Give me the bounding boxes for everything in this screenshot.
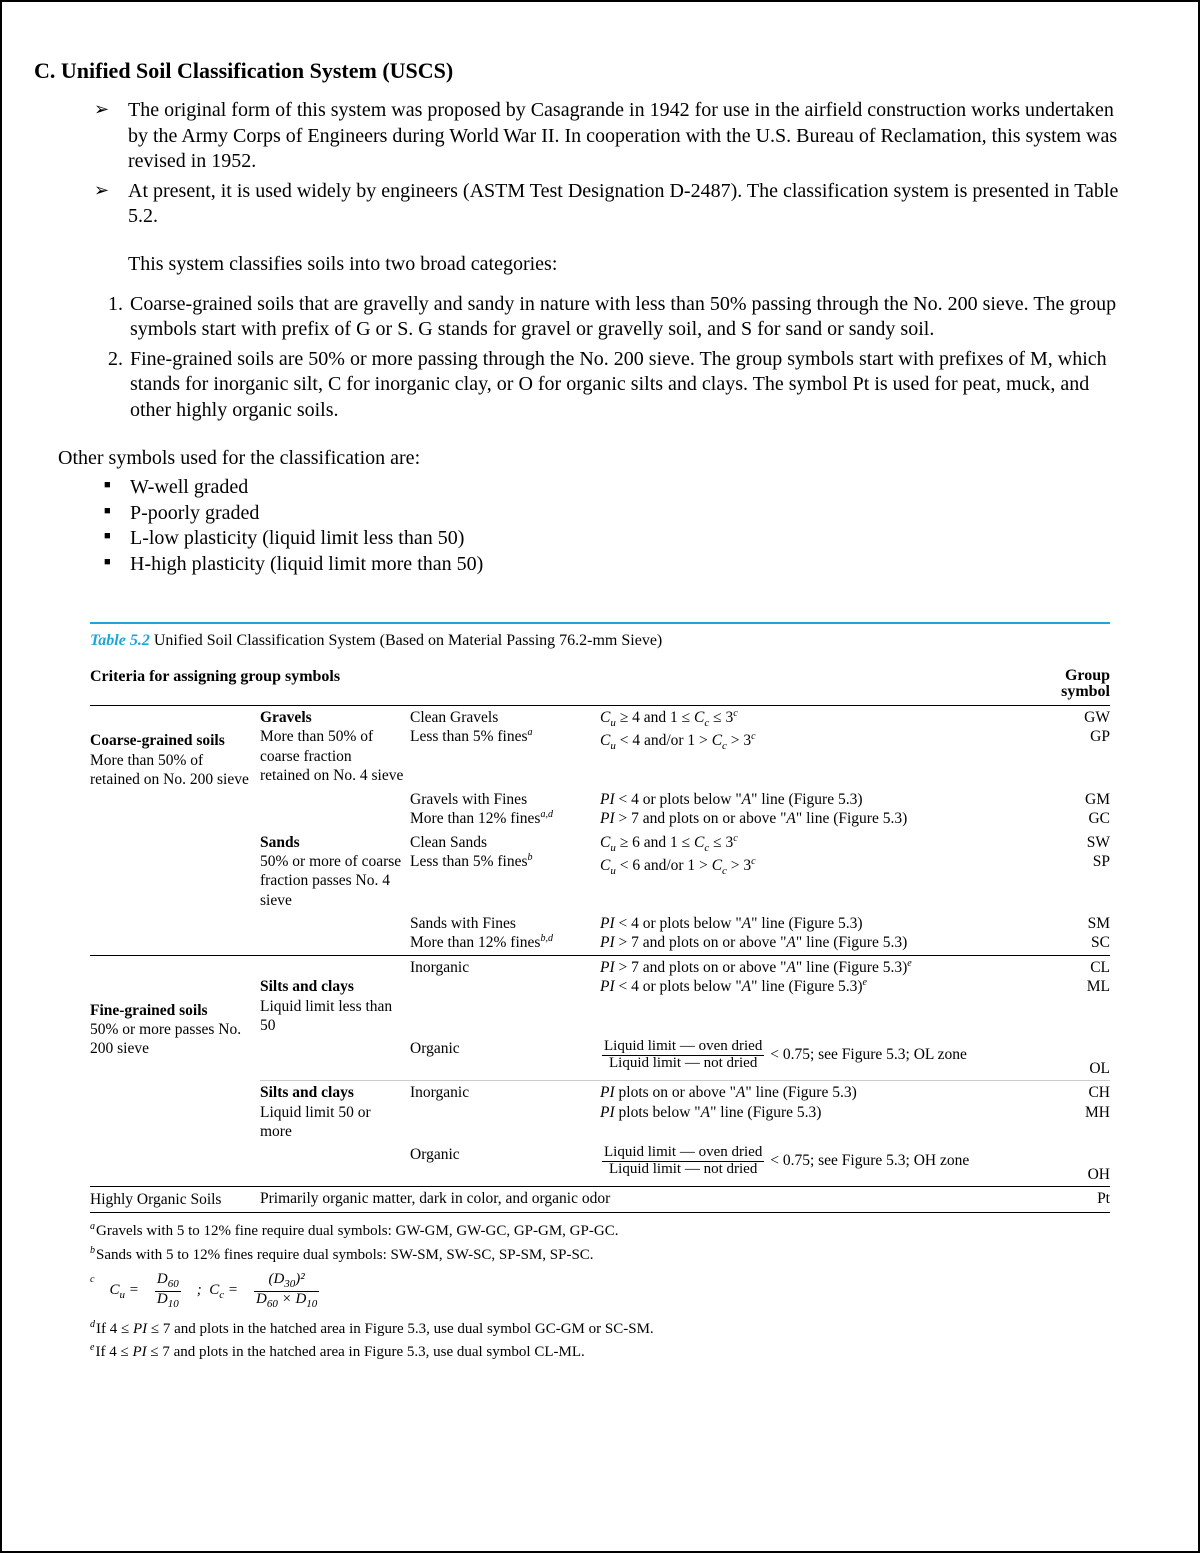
square-item: H-high plasticity (liquid limit more tha… — [130, 552, 1170, 578]
table-5-2: Table 5.2 Unified Soil Classification Sy… — [90, 622, 1110, 1364]
arrow-item: At present, it is used widely by enginee… — [100, 179, 1130, 230]
formula-cu-cc: c Cu = D60D10 ; Cc = (D30)²D60 × D10 — [90, 1272, 1110, 1310]
square-list: W-well graded P-poorly graded L-low plas… — [30, 475, 1170, 577]
table-body: Coarse-grained soils More than 50% of re… — [90, 705, 1110, 1213]
section-title: C. Unified Soil Classification System (U… — [34, 58, 1170, 84]
arrow-list: The original form of this system was pro… — [30, 98, 1130, 230]
table-group-coarse: Coarse-grained soils More than 50% of re… — [90, 706, 1110, 956]
numbered-list: Coarse-grained soils that are gravelly a… — [30, 292, 1130, 424]
table-group-fine: Fine-grained soils 50% or more passes No… — [90, 956, 1110, 1187]
table-header-left: Criteria for assigning group symbols — [90, 668, 1040, 702]
table-label: Table 5.2 — [90, 632, 150, 649]
table-header-right: Groupsymbol — [1040, 668, 1110, 702]
table-caption: Table 5.2 Unified Soil Classification Sy… — [90, 632, 1110, 650]
arrow-item: The original form of this system was pro… — [100, 98, 1130, 175]
square-item: L-low plasticity (liquid limit less than… — [130, 526, 1170, 552]
table-caption-text: Unified Soil Classification System (Base… — [150, 632, 662, 649]
numbered-item: Coarse-grained soils that are gravelly a… — [128, 292, 1130, 343]
square-item: W-well graded — [130, 475, 1170, 501]
intro-paragraph: This system classifies soils into two br… — [128, 252, 1170, 278]
table-group-organic: Highly Organic Soils Primarily organic m… — [90, 1187, 1110, 1212]
group-label: Coarse-grained soils More than 50% of re… — [90, 706, 260, 955]
table-header: Criteria for assigning group symbols Gro… — [90, 664, 1110, 706]
table-footnotes: aGravels with 5 to 12% fine require dual… — [90, 1219, 1110, 1363]
square-item: P-poorly graded — [130, 501, 1170, 527]
numbered-item: Fine-grained soils are 50% or more passi… — [128, 347, 1130, 424]
page: C. Unified Soil Classification System (U… — [0, 0, 1200, 1553]
group-label: Fine-grained soils 50% or more passes No… — [90, 956, 260, 1186]
table-top-rule — [90, 622, 1110, 624]
other-symbols-lead: Other symbols used for the classificatio… — [58, 446, 1170, 472]
